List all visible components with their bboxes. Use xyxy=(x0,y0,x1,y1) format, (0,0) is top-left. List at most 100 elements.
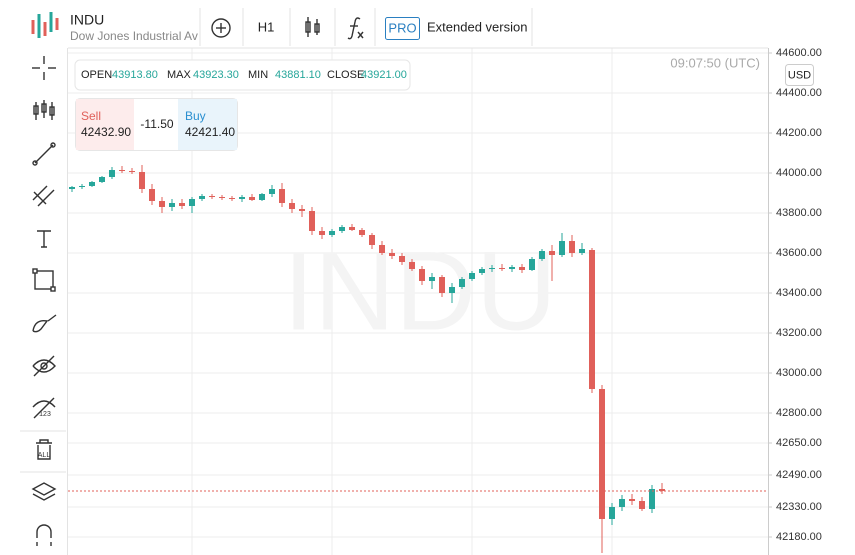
clear-all-tool[interactable] xyxy=(36,439,52,460)
y-tick-label: 43800.00 xyxy=(776,207,822,219)
channel-tool[interactable] xyxy=(32,185,55,207)
y-tick-label: 43600.00 xyxy=(776,247,822,259)
candle-body xyxy=(509,267,515,269)
ohlc-label: CLOSE xyxy=(327,69,364,81)
candle-body xyxy=(639,501,645,509)
interval-button[interactable]: H1 xyxy=(258,19,275,34)
candle-body xyxy=(219,197,225,198)
candle-body xyxy=(329,231,335,235)
candle-body xyxy=(259,194,265,200)
candle-body xyxy=(429,277,435,281)
ohlc-value: 43921.00 xyxy=(361,69,407,81)
candle-body xyxy=(209,196,215,197)
y-tick-label: 42800.00 xyxy=(776,407,822,419)
sell-button[interactable] xyxy=(76,99,134,150)
candle-body xyxy=(549,251,555,255)
symbol[interactable]: INDU xyxy=(70,12,104,28)
text-tool[interactable] xyxy=(37,230,51,248)
candle-body xyxy=(569,241,575,253)
add-indicator-button[interactable] xyxy=(211,18,231,38)
buy-label[interactable]: Buy xyxy=(185,109,206,123)
candle-body xyxy=(239,197,245,199)
sell-price[interactable]: 42432.90 xyxy=(81,125,131,139)
buy-button[interactable] xyxy=(178,99,237,150)
pro-label[interactable]: Extended version xyxy=(427,19,527,34)
sell-label[interactable]: Sell xyxy=(81,109,101,123)
logo xyxy=(31,12,59,38)
candle-body xyxy=(559,241,565,255)
toolbar-separators xyxy=(20,430,66,473)
crosshair-tool[interactable] xyxy=(32,56,56,80)
candle-body xyxy=(579,249,585,253)
candle-body xyxy=(269,189,275,194)
spread: -11.50 xyxy=(140,117,173,131)
hide-drawings-tool[interactable] xyxy=(32,355,56,377)
candle-body xyxy=(599,389,605,519)
currency[interactable]: USD xyxy=(788,69,811,81)
y-tick-label: 42180.00 xyxy=(776,531,822,543)
candle-body xyxy=(229,198,235,199)
line-tool[interactable] xyxy=(32,142,56,166)
y-tick-label: 44200.00 xyxy=(776,127,822,139)
candle-body xyxy=(649,489,655,509)
left-toolbar xyxy=(31,56,57,546)
magnet-tool[interactable] xyxy=(36,524,52,546)
candle-body xyxy=(449,287,455,293)
candle-body xyxy=(419,269,425,281)
hide-values-tool[interactable] xyxy=(32,397,56,419)
candle-body xyxy=(159,201,165,207)
candle-body xyxy=(489,268,495,269)
candles-tool[interactable] xyxy=(33,100,55,120)
chart-area: INDU xyxy=(68,48,768,555)
candle-body xyxy=(149,189,155,201)
symbol-name: Dow Jones Industrial Ave xyxy=(70,29,205,43)
layers-tool[interactable] xyxy=(31,482,57,501)
candle-body xyxy=(309,211,315,231)
watermark: INDU xyxy=(283,229,557,354)
y-tick-label: 42650.00 xyxy=(776,437,822,449)
candle-body xyxy=(69,187,75,189)
clock: 09:07:50 (UTC) xyxy=(670,55,760,70)
y-tick-label: 43400.00 xyxy=(776,287,822,299)
currency-button[interactable] xyxy=(785,64,814,86)
y-tick-label: 44000.00 xyxy=(776,167,822,179)
buy-price[interactable]: 42421.40 xyxy=(185,125,235,139)
candle-body xyxy=(469,273,475,279)
candle-body xyxy=(439,277,445,293)
candle-body xyxy=(289,203,295,209)
candle-body xyxy=(609,507,615,519)
y-tick-label: 42490.00 xyxy=(776,469,822,481)
brush-tool[interactable] xyxy=(32,314,57,333)
candle-body xyxy=(99,177,105,182)
candle-body xyxy=(319,231,325,235)
candle-body xyxy=(199,196,205,199)
y-tick-label: 44600.00 xyxy=(776,47,822,59)
y-tick-label: 44400.00 xyxy=(776,87,822,99)
candle-body xyxy=(629,499,635,501)
candle-body xyxy=(369,235,375,245)
candle-body xyxy=(379,245,385,253)
shape-tool[interactable] xyxy=(32,268,56,292)
candle-body xyxy=(519,267,525,270)
ohlc-label: MIN xyxy=(248,69,268,81)
y-tick-label: 43200.00 xyxy=(776,327,822,339)
ohlc-label: OPEN xyxy=(81,69,112,81)
clear-all-label: ALL xyxy=(38,452,51,459)
pro-badge-frame[interactable] xyxy=(385,17,420,40)
ohlc-panel xyxy=(74,59,411,91)
candle-body xyxy=(299,209,305,211)
candle-body xyxy=(659,489,665,491)
indicators-button[interactable] xyxy=(347,17,364,40)
ohlc-value: 43913.80 xyxy=(112,69,158,81)
candle-body xyxy=(529,259,535,270)
candle-body xyxy=(409,262,415,269)
hide-values-label: 123 xyxy=(39,411,51,418)
candle-body xyxy=(139,172,145,189)
y-tick-label: 43000.00 xyxy=(776,367,822,379)
ohlc-value: 43923.30 xyxy=(193,69,239,81)
candle-body xyxy=(389,253,395,256)
candle-body xyxy=(129,171,135,172)
chart-type-button[interactable] xyxy=(305,17,320,37)
pro-badge[interactable]: PRO xyxy=(388,20,416,35)
